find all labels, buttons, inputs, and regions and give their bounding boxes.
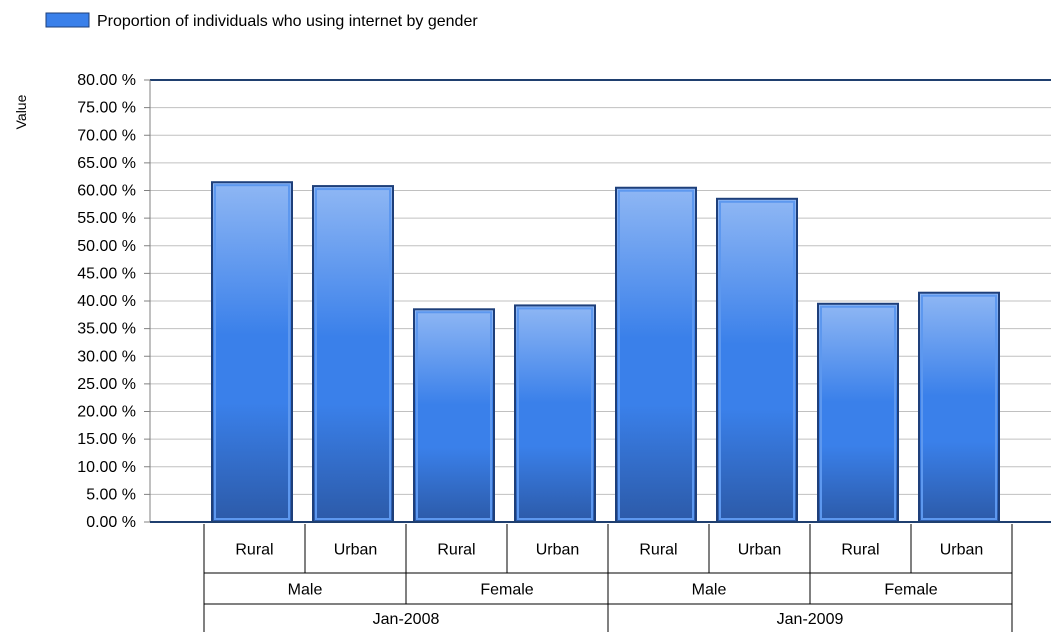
y-tick-label: 35.00 %	[77, 321, 136, 338]
y-tick-label: 70.00 %	[77, 127, 136, 144]
bar-inner-bevel	[618, 189, 694, 521]
y-tick-label: 5.00 %	[86, 486, 136, 503]
legend-swatch	[45, 12, 90, 28]
bar-inner-bevel	[416, 311, 492, 520]
bar-inner-bevel	[719, 200, 795, 520]
x-group-label: Male	[692, 582, 727, 599]
bar	[413, 308, 495, 523]
y-axis-title: Value	[13, 94, 29, 129]
x-category-label: Urban	[940, 542, 984, 559]
y-tick-label: 60.00 %	[77, 183, 136, 200]
bar	[312, 185, 394, 524]
bar	[615, 186, 697, 524]
y-axis-ticks: 0.00 % 5.00 % 10.00 % 15.00 % 20.00 % 25.00 %…	[77, 72, 150, 531]
y-tick-label: 25.00 %	[77, 376, 136, 393]
bar-inner-bevel	[820, 305, 896, 521]
bar-inner-bevel	[214, 184, 290, 520]
x-group-label: Female	[480, 582, 533, 599]
x-category-label: Urban	[334, 542, 378, 559]
y-tick-label: 10.00 %	[77, 459, 136, 476]
x-group-label: Jan-2008	[373, 611, 440, 628]
bars	[211, 181, 1000, 524]
bar	[716, 197, 798, 523]
y-tick-label: 30.00 %	[77, 348, 136, 365]
bar	[211, 181, 293, 523]
y-tick-label: 0.00 %	[86, 514, 136, 531]
x-group-label: Jan-2009	[777, 611, 844, 628]
x-category-label: Rural	[639, 542, 677, 559]
x-category-label: Rural	[235, 542, 273, 559]
y-tick-label: 45.00 %	[77, 265, 136, 282]
category-axis-table: Rural Urban Rural Urban Rural Urban Rural Urban…	[203, 524, 1013, 632]
bar-inner-bevel	[517, 307, 593, 521]
bar	[817, 302, 899, 524]
x-category-label: Rural	[841, 542, 879, 559]
x-category-label: Urban	[536, 542, 580, 559]
legend-label: Proportion of individuals who using inte…	[97, 13, 478, 30]
grid-lines	[150, 107, 1051, 495]
y-tick-label: 75.00 %	[77, 100, 136, 117]
x-group-label: Female	[884, 582, 937, 599]
x-category-label: Urban	[738, 542, 782, 559]
x-category-label: Rural	[437, 542, 475, 559]
y-tick-label: 55.00 %	[77, 210, 136, 227]
y-tick-label: 50.00 %	[77, 238, 136, 255]
bar	[514, 304, 596, 524]
x-group-label: Male	[288, 582, 323, 599]
bar-inner-bevel	[921, 294, 997, 520]
y-tick-label: 65.00 %	[77, 155, 136, 172]
bar	[918, 291, 1000, 523]
y-tick-label: 40.00 %	[77, 293, 136, 310]
y-tick-label: 80.00 %	[77, 72, 136, 89]
y-tick-label: 15.00 %	[77, 431, 136, 448]
bar-inner-bevel	[315, 188, 391, 521]
y-tick-label: 20.00 %	[77, 404, 136, 421]
